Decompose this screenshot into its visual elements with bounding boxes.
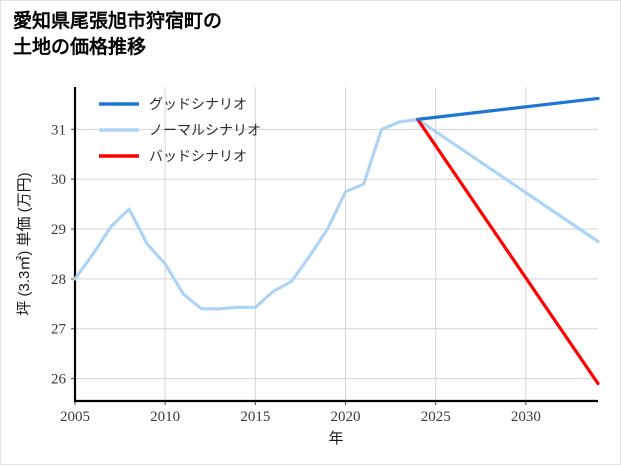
- x-tick-label: 2020: [331, 409, 361, 425]
- legend-label-0: グッドシナリオ: [149, 96, 247, 112]
- x-tick-label: 2025: [421, 409, 451, 425]
- y-axis-ticks: 26 27 28 29 30 31: [51, 122, 75, 388]
- y-tick-label: 26: [51, 372, 67, 388]
- x-tick-label: 2005: [60, 409, 90, 425]
- series-line-0: [416, 96, 600, 122]
- series-line-2: [416, 117, 600, 386]
- series-line-1: [73, 117, 600, 311]
- legend-label-1: ノーマルシナリオ: [149, 122, 261, 138]
- x-axis-label: 年: [328, 430, 343, 447]
- page-title: 愛知県尾張旭市狩宿町の 土地の価格推移: [13, 11, 223, 58]
- y-tick-label: 31: [51, 122, 66, 138]
- x-tick-label: 2010: [150, 409, 180, 425]
- data-series: [73, 96, 600, 386]
- legend-label-2: バッドシナリオ: [149, 148, 247, 164]
- x-tick-label: 2030: [511, 409, 541, 425]
- x-axis-ticks: 2005 2010 2015 2020 2025 2030: [60, 401, 541, 425]
- y-tick-label: 27: [51, 322, 67, 338]
- y-tick-label: 28: [51, 272, 66, 288]
- y-axis-label: 坪 (3.3㎡) 単価 (万円): [16, 172, 33, 315]
- axis-spines: [73, 87, 598, 403]
- x-tick-label: 2015: [240, 409, 270, 425]
- y-tick-label: 30: [51, 172, 66, 188]
- y-tick-label: 29: [51, 222, 66, 238]
